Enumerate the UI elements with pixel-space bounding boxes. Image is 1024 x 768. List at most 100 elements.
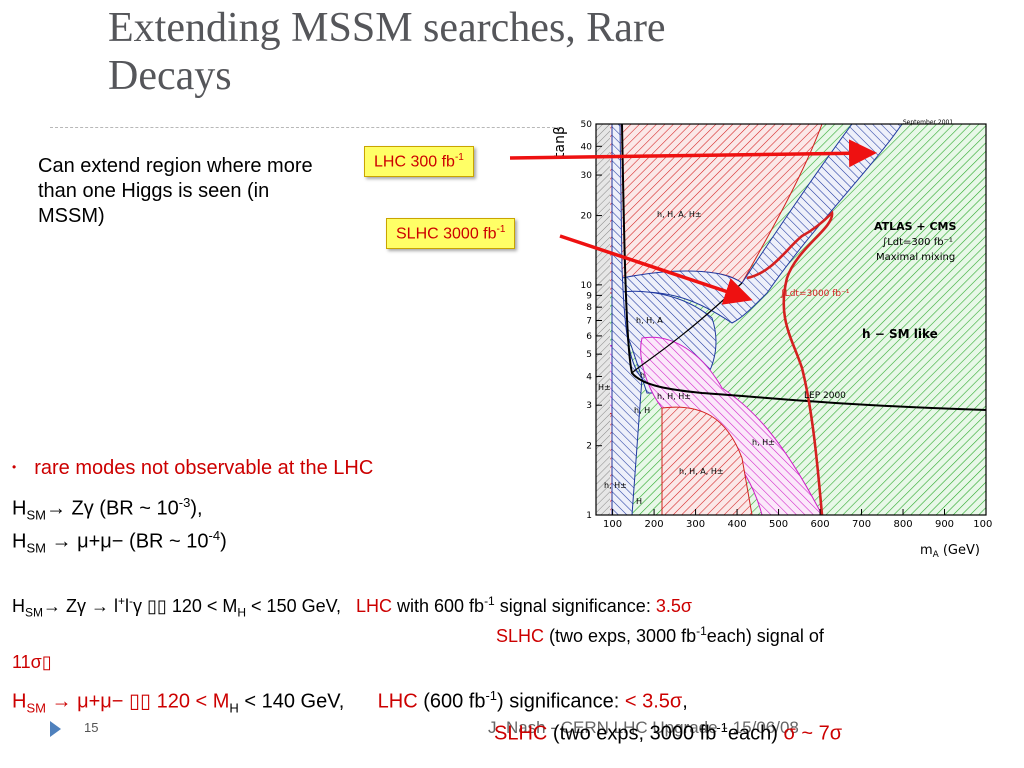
detail-zgamma-end: 11σ▯: [12, 652, 52, 672]
callout-lhc-300: LHC 300 fb-1: [364, 146, 474, 178]
title-line-1: Extending MSSM searches, Rare: [108, 5, 666, 51]
x-axis-label-m: m: [920, 543, 933, 558]
d1-b: < 150 GeV,: [246, 596, 341, 616]
ov-c: σ ~ 7σ: [783, 722, 843, 745]
d1-lm: -: [129, 594, 134, 608]
x-tick-label: 100: [603, 519, 622, 530]
d2-c-sup: -1: [485, 688, 498, 703]
plot-frame: [595, 123, 987, 516]
y-tick-label: 6: [586, 332, 592, 342]
line-hz-sm: SM: [26, 507, 46, 523]
d1-sig: 3.5σ: [655, 596, 692, 616]
intro-text: Can extend region where more than one Hi…: [38, 155, 313, 227]
d1-c-sup: -1: [484, 594, 495, 608]
legend-line-1: ATLAS + CMS: [874, 220, 957, 233]
bullet-rare-modes: • rare modes not observable at the LHC: [12, 456, 373, 482]
y-tick-label: 10: [581, 281, 593, 291]
d2-sm: SM: [26, 700, 46, 716]
detail-mumu: HSM → μ+μ− ▯▯ 120 < MH < 140 GeV, LHC (6…: [12, 684, 688, 721]
d2-d: ) significance:: [497, 690, 625, 713]
y-tick-label: 30: [581, 171, 593, 181]
d2-lhc: LHC: [377, 690, 418, 713]
sm-like-boundary: [631, 282, 743, 374]
line-h-zgamma: HSM→ Zγ (BR ~ 10-3),: [12, 491, 203, 528]
mssm-exclusion-plot: September 2001 tanβ ATLAS + CMS ∫Ldt=300…: [552, 119, 992, 560]
y-tick-label: 7: [586, 317, 592, 327]
title-divider: [50, 127, 560, 128]
line-hz-end: ),: [190, 497, 203, 520]
line-hmu-h: H: [12, 530, 27, 553]
x-tick-label: 200: [645, 519, 664, 530]
line-hz-exp: -3: [178, 495, 191, 510]
line-hmu-end: ): [220, 530, 227, 553]
d1-hsub: H: [237, 605, 247, 620]
x-tick-label: 1000: [973, 519, 992, 530]
region-label-6: h: [640, 371, 645, 380]
y-tick-label: 3: [586, 401, 592, 411]
x-tick-label: 900: [935, 519, 954, 530]
region-label-3: h, H, H±: [657, 392, 691, 401]
ov-sup: -1: [716, 720, 728, 735]
y-tick-label: 40: [581, 142, 593, 152]
region-label-5: H±: [598, 383, 611, 392]
d2-a: → μ+μ− ▯▯ 120 < M: [45, 690, 230, 713]
title-line-2: Decays: [108, 53, 232, 99]
overlay-slhc-line: SLHC (two exps, 3000 fb-1each) σ ~ 7σ: [494, 716, 842, 746]
d1-l: l: [125, 596, 130, 616]
detail-zgamma: HSM→ Zγ → l+l-γ ▯▯ 120 < MH < 150 GeV, L…: [12, 590, 692, 624]
legend-line-2: ∫Ldt=300 fb⁻¹: [882, 237, 953, 248]
region-label-7: h, H±: [752, 438, 775, 447]
ov-b: each): [727, 722, 778, 745]
line-hmu-exp: -4: [208, 528, 221, 543]
callout-slhc-sup: -1: [496, 224, 506, 235]
d2-e: ,: [682, 690, 688, 713]
d1-c: with 600 fb: [392, 596, 485, 616]
d2-c: (600 fb: [417, 690, 486, 713]
d2-b: < 140 GeV,: [238, 690, 345, 713]
line-hmu-sm: SM: [26, 540, 46, 556]
lep-label: LEP 2000: [804, 391, 846, 401]
y-tick-label: 9: [586, 291, 592, 301]
d1-h: H: [12, 596, 25, 616]
region-label-4: h, H: [634, 406, 650, 415]
callout-lhc-sup: -1: [454, 152, 464, 163]
slhc-3000-contour: [746, 210, 834, 516]
line-h-mumu: HSM → μ+μ− (BR ~ 10-4): [12, 524, 227, 561]
x-tick-label: 500: [769, 519, 788, 530]
line-hz-rest: → Zγ (BR ~ 10: [45, 497, 179, 520]
d1c-sup: -1: [696, 624, 707, 638]
region-label-9: h, H±: [604, 481, 627, 490]
lep-excluded-strip: [596, 124, 610, 515]
y-tick-label: 2: [586, 442, 592, 452]
line-hmu-rest: → μ+μ− (BR ~ 10: [45, 530, 209, 553]
detail-zgamma-cont: SLHC (two exps, 3000 fb-1each) signal of: [496, 620, 824, 647]
region-label-1: h, H, A, H±: [657, 210, 702, 219]
d2-hsub: H: [229, 700, 239, 716]
d2-sig: < 3.5σ: [624, 690, 683, 713]
d1-lhc: LHC: [355, 596, 392, 616]
d1-sm: SM: [25, 605, 43, 620]
y-tick-label: 1: [586, 511, 592, 521]
ov-slhc: SLHC: [494, 722, 548, 745]
x-axis-label-unit: (GeV): [943, 543, 980, 558]
bullet-dot: •: [12, 460, 17, 474]
y-tick-label: 20: [581, 212, 593, 222]
slide-title: Extending MSSM searches, Rare Decays: [108, 4, 868, 100]
d1-lp: +: [118, 594, 126, 608]
x-axis-label-sub: A: [933, 550, 940, 560]
line-hz-h: H: [12, 497, 27, 520]
y-tick-label: 4: [586, 372, 592, 382]
footer-author: J. Nash - CERN LHC Upgrade - 15/06/08: [488, 718, 799, 737]
callout-slhc-text: SLHC 3000 fb: [396, 225, 497, 243]
callout-lhc-text: LHC 300 fb: [374, 153, 455, 171]
d1c-b: each) signal of: [706, 626, 824, 646]
x-tick-label: 800: [893, 519, 912, 530]
red-region-lower: [661, 406, 753, 516]
y-axis-label: tanβ: [552, 126, 568, 158]
region-label-10: H: [636, 497, 642, 506]
region-label-8: h, H, A, H±: [679, 467, 724, 476]
x-axis-ticks: 100 200 300 400 500 600 700 800 900 1000: [603, 509, 992, 530]
legend-line-3: Maximal mixing: [876, 252, 955, 263]
footer-arrow-icon: [50, 721, 61, 737]
y-tick-label: 5: [586, 350, 592, 360]
